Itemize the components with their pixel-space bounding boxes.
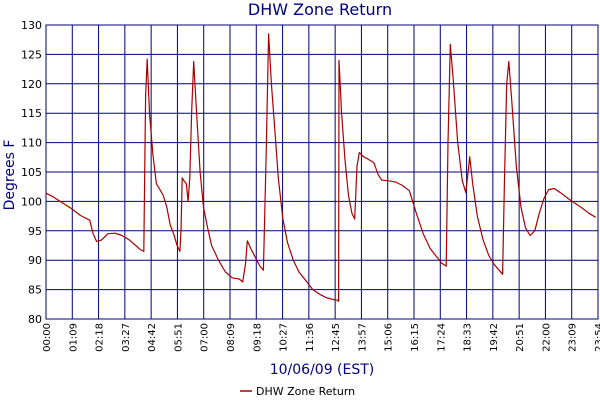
y-tick-label: 130 [21, 19, 42, 32]
x-tick-label: 23:09 [568, 323, 579, 352]
x-tick-label: 05:51 [173, 323, 184, 352]
series-line [45, 33, 597, 302]
y-axis-label: Degrees F [2, 140, 18, 211]
x-tick-label: 09:18 [252, 323, 263, 352]
x-axis-label: 10/06/09 (EST) [270, 362, 375, 378]
x-tick-label: 10:27 [279, 323, 290, 352]
y-tick-label: 90 [28, 254, 42, 267]
y-tick-label: 95 [28, 225, 42, 238]
x-tick-labels: 00:00 01:09 02:18 03:27 04:42 05:51 07:00 08:09… [42, 323, 600, 352]
legend-label: DHW Zone Return [256, 385, 355, 398]
x-tick-label: 03:27 [121, 323, 132, 352]
x-tick-label: 00:00 [42, 323, 53, 352]
x-tick-label: 19:42 [489, 323, 500, 352]
x-tick-label: 20:51 [515, 323, 526, 352]
legend: DHW Zone Return [240, 385, 355, 398]
x-tick-label: 16:15 [410, 323, 421, 352]
x-tick-label: 11:36 [305, 323, 316, 352]
grid-lines [45, 24, 599, 320]
y-tick-label: 120 [21, 78, 42, 91]
x-tick-label: 12:45 [331, 323, 342, 352]
x-tick-label: 01:09 [68, 323, 79, 352]
x-tick-label: 04:42 [147, 323, 158, 352]
x-tick-label: 22:00 [541, 323, 552, 352]
y-tick-label: 80 [28, 313, 42, 326]
series-layer [45, 33, 597, 302]
x-tick-label: 23:54 [594, 323, 600, 352]
y-tick-label: 110 [21, 137, 42, 150]
x-tick-label: 18:33 [463, 323, 474, 352]
y-tick-label: 105 [21, 166, 42, 179]
y-tick-label: 85 [28, 284, 42, 297]
x-tick-label: 17:24 [436, 323, 447, 352]
y-tick-labels: 80 85 90 95 100 105 110 115 120 125 130 [21, 19, 42, 326]
x-tick-label: 07:00 [200, 323, 211, 352]
y-tick-label: 100 [21, 195, 42, 208]
y-tick-label: 125 [21, 48, 42, 61]
chart-title: DHW Zone Return [248, 0, 392, 19]
x-tick-label: 02:18 [95, 323, 106, 352]
x-tick-label: 13:57 [357, 323, 368, 352]
x-tick-label: 08:09 [226, 323, 237, 352]
y-tick-label: 115 [21, 107, 42, 120]
x-tick-label: 15:06 [384, 323, 395, 352]
